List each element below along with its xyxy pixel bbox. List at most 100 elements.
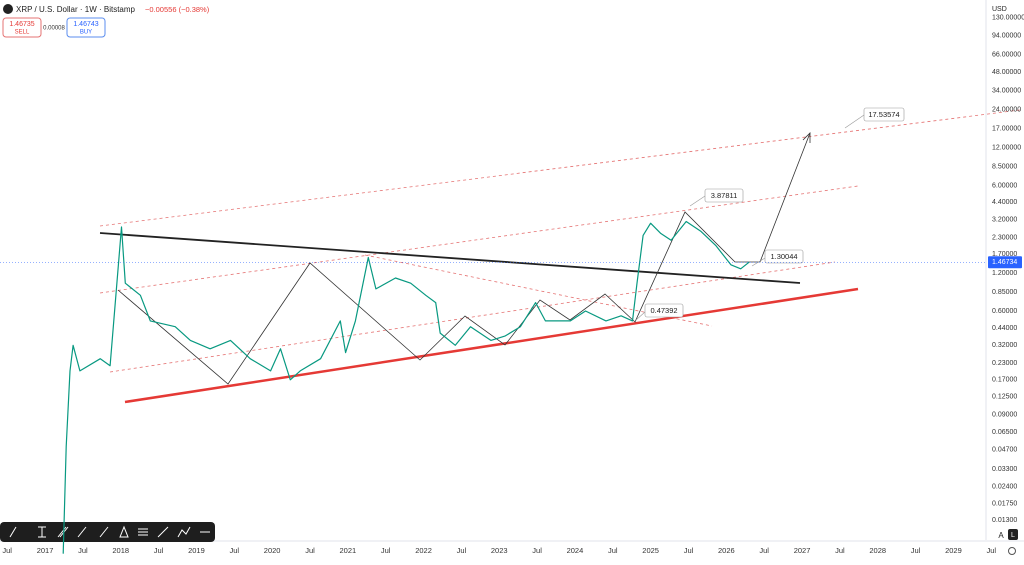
x-tick-label: 2020: [264, 546, 281, 555]
y-tick-label: 94.00000: [992, 32, 1021, 39]
settings-button[interactable]: [1008, 547, 1016, 555]
y-tick-label: 0.06500: [992, 429, 1017, 436]
y-tick-label: 0.17000: [992, 377, 1017, 384]
tool-fib[interactable]: [138, 528, 148, 536]
price-change: −0.00556 (−0.38%): [145, 5, 210, 14]
y-tick-label: 17.00000: [992, 126, 1021, 133]
x-tick-label: Jul: [457, 546, 467, 555]
y-tick-label: 0.01750: [992, 501, 1017, 508]
tool-pen[interactable]: [77, 526, 87, 538]
x-tick-label: 2018: [112, 546, 129, 555]
x-tick-label: Jul: [759, 546, 769, 555]
x-tick-label: Jul: [381, 546, 391, 555]
y-tick-label: 66.00000: [992, 52, 1021, 59]
symbol-icon: [3, 4, 13, 14]
y-tick-label: 0.01300: [992, 517, 1017, 524]
callout-box: [644, 303, 684, 318]
x-tick-label: 2023: [491, 546, 508, 555]
y-tick-label: 130.00000: [992, 15, 1024, 22]
x-tick-label: Jul: [684, 546, 694, 555]
channel-line: [99, 185, 859, 294]
tool-highlighter[interactable]: [99, 526, 109, 538]
drawings: [99, 109, 1021, 404]
resistance-line: [99, 232, 801, 284]
callout-line: [844, 114, 865, 129]
x-tick-label: Jul: [229, 546, 239, 555]
x-tick-label: 2019: [188, 546, 205, 555]
callout-line: [751, 257, 766, 267]
x-tick-label: Jul: [305, 546, 315, 555]
drawing-toolbar: [0, 522, 215, 542]
tool-ray[interactable]: [157, 526, 169, 538]
y-tick-label: 0.85000: [992, 289, 1017, 296]
x-tick-label: Jul: [2, 546, 12, 555]
tool-path[interactable]: [177, 526, 191, 538]
x-tick-label: 2028: [869, 546, 886, 555]
sell-label: SELL: [15, 30, 30, 36]
y-tick-label: 0.32000: [992, 342, 1017, 349]
x-tick-label: 2026: [718, 546, 735, 555]
projection-path: [117, 132, 811, 385]
callout-line: [689, 195, 706, 207]
y-tick-label: 8.50000: [992, 163, 1017, 170]
y-tick-label: 0.09000: [992, 411, 1017, 418]
log-scale-button[interactable]: [1008, 529, 1018, 540]
tool-shape[interactable]: [119, 525, 129, 538]
support-line: [124, 287, 859, 404]
y-tick-label: 0.02400: [992, 483, 1017, 490]
callout-label: 1.30044: [770, 252, 797, 261]
x-tick-label: Jul: [608, 546, 618, 555]
y-tick-label: 24.00000: [992, 107, 1021, 114]
last-price-tag: [988, 256, 1022, 269]
buy-button[interactable]: [66, 17, 106, 38]
arrow-head: [802, 132, 811, 143]
tool-text[interactable]: [38, 526, 46, 538]
y-tick-label: 0.44000: [992, 325, 1017, 332]
y-tick-label: 3.20000: [992, 217, 1017, 224]
x-tick-label: Jul: [835, 546, 845, 555]
spread: 0.00008: [43, 26, 65, 32]
channel-line: [99, 109, 1021, 227]
y-tick-label: 0.23000: [992, 360, 1017, 367]
y-tick-label: 4.40000: [992, 199, 1017, 206]
last-price-label: 1.46734: [992, 259, 1017, 266]
y-tick-label: 34.00000: [992, 88, 1021, 95]
y-tick-label: 2.30000: [992, 235, 1017, 242]
y-tick-label: 1.20000: [992, 270, 1017, 277]
annotations: 17.53574 3.87811 1.30044 0.47392: [635, 107, 905, 321]
x-tick-label: Jul: [78, 546, 88, 555]
x-tick-label: 2017: [37, 546, 54, 555]
buy-label: BUY: [80, 30, 92, 36]
y-tick-label: 6.00000: [992, 182, 1017, 189]
log-scale-label: L: [1011, 532, 1015, 539]
x-tick-label: 2027: [794, 546, 811, 555]
y-tick-label: 0.12500: [992, 393, 1017, 400]
x-tick-label: 2024: [567, 546, 584, 555]
chart-title[interactable]: XRP / U.S. Dollar · 1W · Bitstamp: [16, 5, 136, 14]
currency[interactable]: USD: [992, 6, 1007, 13]
x-tick-label: Jul: [532, 546, 542, 555]
callout-line: [635, 311, 646, 321]
channel-line: [109, 261, 836, 373]
tool-trendline[interactable]: [9, 526, 17, 538]
x-tick-label: 2025: [642, 546, 659, 555]
callout-box: [764, 249, 804, 264]
auto-scale-button[interactable]: A: [998, 531, 1004, 540]
sell-button[interactable]: [2, 17, 42, 38]
x-tick-label: Jul: [987, 546, 997, 555]
y-tick-label: 48.00000: [992, 69, 1021, 76]
price-line: [62, 220, 750, 554]
toolbar-bg: [0, 522, 215, 542]
sell-price: 1.46735: [9, 21, 34, 28]
y-tick-label: 0.60000: [992, 308, 1017, 315]
x-tick-label: 2022: [415, 546, 432, 555]
callout-box: [863, 107, 905, 122]
y-tick-label: 12.00000: [992, 145, 1021, 152]
callout-label: 3.87811: [711, 191, 738, 200]
x-tick-label: 2029: [945, 546, 962, 555]
x-tick-label: Jul: [154, 546, 164, 555]
buy-price: 1.46743: [73, 21, 98, 28]
y-tick-label: 1.70000: [992, 251, 1017, 258]
callout-label: 17.53574: [868, 110, 899, 119]
